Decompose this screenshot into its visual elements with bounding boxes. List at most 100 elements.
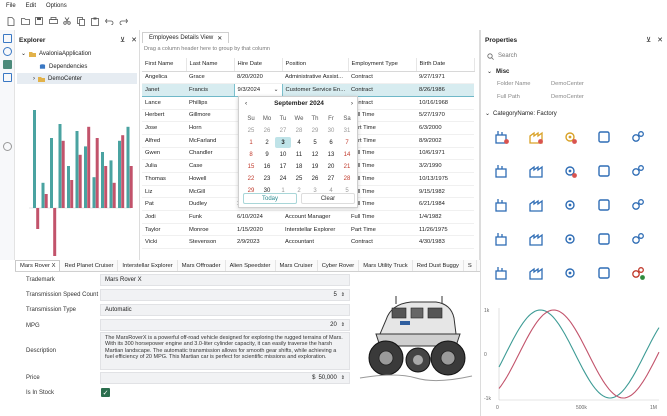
calendar-day[interactable]: 2 bbox=[297, 187, 301, 194]
rover-tab[interactable]: Mars Cruiser bbox=[276, 260, 318, 271]
table-cell[interactable]: 1/15/2020 bbox=[234, 223, 282, 237]
table-cell[interactable]: Jose bbox=[142, 121, 186, 135]
calendar-day[interactable]: 19 bbox=[311, 163, 319, 170]
table-cell[interactable]: Chandler bbox=[186, 147, 234, 161]
table-cell[interactable]: McFarland bbox=[186, 134, 234, 148]
hire-date-editor-value[interactable]: 9/3/2024 bbox=[237, 87, 261, 94]
calendar-day[interactable]: 4 bbox=[297, 139, 301, 146]
table-cell[interactable]: 10/16/1968 bbox=[416, 96, 474, 110]
frame-icon[interactable] bbox=[485, 191, 519, 218]
table-cell[interactable]: Account Manager bbox=[282, 210, 348, 224]
tree-item-democenter[interactable]: › DemoCenter bbox=[17, 73, 137, 84]
calendar-day[interactable]: 22 bbox=[247, 175, 255, 182]
calendar-day[interactable]: 26 bbox=[311, 175, 319, 182]
table-row[interactable]: Angelica Grace 8/20/2020 Administrative Ass… bbox=[142, 71, 474, 85]
table-cell[interactable]: 8/20/2020 bbox=[234, 71, 282, 85]
table-cell[interactable]: Horn bbox=[186, 121, 234, 135]
table-cell[interactable]: 6/21/1984 bbox=[416, 197, 474, 212]
table-cell[interactable]: 5/27/1970 bbox=[416, 109, 474, 123]
frame-eye-icon[interactable] bbox=[519, 191, 553, 218]
calendar-day[interactable]: 3 bbox=[313, 187, 317, 194]
next-month-button[interactable]: › bbox=[350, 100, 353, 107]
calendar-day[interactable]: 30 bbox=[263, 187, 271, 194]
calendar-day[interactable]: 15 bbox=[247, 163, 255, 170]
table-cell[interactable]: 9/15/1982 bbox=[416, 185, 474, 199]
calendar-day[interactable]: 25 bbox=[295, 175, 303, 182]
spin-icon[interactable]: ⇕ bbox=[340, 292, 345, 298]
table-cell[interactable]: 4/30/1983 bbox=[416, 235, 474, 250]
calendar-day[interactable]: 25 bbox=[247, 127, 255, 134]
stadium-icon[interactable] bbox=[553, 225, 587, 252]
table-cell[interactable]: Gillmore bbox=[186, 109, 234, 123]
calendar-day[interactable]: 21 bbox=[343, 163, 351, 170]
table-cell[interactable]: Full Time bbox=[348, 197, 416, 212]
tasks-panel-icon[interactable] bbox=[3, 60, 12, 69]
column-header[interactable]: Hire Date bbox=[234, 58, 283, 72]
table-cell[interactable]: Liz bbox=[142, 185, 186, 199]
rover-tab[interactable]: Mars Rover X bbox=[15, 260, 61, 271]
undo-icon[interactable] bbox=[104, 16, 114, 26]
calendar-day[interactable]: 5 bbox=[313, 139, 317, 146]
pin-icon[interactable]: ⊻ bbox=[646, 37, 652, 44]
table-cell[interactable]: 8/9/2002 bbox=[416, 134, 474, 148]
tree-item-avalonia[interactable]: ⌄ AvaloniaApplication bbox=[21, 48, 91, 59]
calendar-day[interactable]: 16 bbox=[263, 163, 271, 170]
frame-blue-icon[interactable] bbox=[553, 191, 587, 218]
align-icon[interactable] bbox=[519, 225, 553, 252]
calendar-day[interactable]: 28 bbox=[343, 175, 351, 182]
file-panel-icon[interactable] bbox=[3, 34, 12, 43]
column-header[interactable]: Position bbox=[282, 58, 349, 72]
table-cell[interactable]: Monroe bbox=[186, 223, 234, 237]
calendar-day[interactable]: 20 bbox=[327, 163, 335, 170]
calendar-day[interactable]: 9 bbox=[265, 151, 269, 158]
network-icon[interactable] bbox=[485, 157, 519, 184]
column-header[interactable]: Last Name bbox=[186, 58, 235, 72]
close-icon[interactable]: ✕ bbox=[217, 35, 223, 42]
table-cell[interactable]: 1/4/1982 bbox=[416, 210, 474, 224]
factory-gear-icon[interactable] bbox=[553, 157, 587, 184]
category-header[interactable]: ⌄ CategoryName: Factory bbox=[485, 110, 557, 117]
table-cell[interactable]: 8/26/1986 bbox=[416, 83, 474, 97]
table-cell[interactable]: Contract bbox=[348, 71, 416, 85]
spin-icon[interactable]: ⇕ bbox=[340, 322, 345, 328]
copy-icon[interactable] bbox=[76, 16, 86, 26]
table-cell[interactable]: Francis bbox=[186, 83, 234, 97]
table-cell[interactable]: Part Time bbox=[348, 223, 416, 237]
gear-box-icon[interactable] bbox=[621, 225, 655, 252]
table-cell[interactable]: Julia bbox=[142, 159, 186, 173]
level-icon[interactable] bbox=[587, 259, 621, 286]
spin-icon[interactable]: ⇕ bbox=[340, 375, 345, 381]
table-cell[interactable]: Lance bbox=[142, 96, 186, 110]
calendar-day[interactable]: 27 bbox=[327, 175, 335, 182]
calendar-day[interactable]: 29 bbox=[311, 127, 319, 134]
instock-checkbox[interactable]: ✓ bbox=[101, 388, 110, 397]
table-cell[interactable]: Herbert bbox=[142, 109, 186, 123]
table-cell[interactable]: Taylor bbox=[142, 223, 186, 237]
cogs-icon[interactable] bbox=[621, 123, 655, 150]
table-cell[interactable]: Contract bbox=[348, 96, 416, 110]
close-icon[interactable]: ✕ bbox=[131, 37, 137, 44]
calendar-day[interactable]: 5 bbox=[345, 187, 349, 194]
rover-tab[interactable]: Red Planet Cruiser bbox=[60, 260, 119, 271]
column-header[interactable]: First Name bbox=[142, 58, 187, 72]
trademark-field[interactable]: Mars Rover X bbox=[100, 274, 350, 286]
branch-icon[interactable] bbox=[485, 225, 519, 252]
calendar-day[interactable]: 28 bbox=[295, 127, 303, 134]
table-cell[interactable]: Janet bbox=[142, 83, 186, 97]
table-cell[interactable]: 10/6/1971 bbox=[416, 147, 474, 161]
sync-gear-icon[interactable] bbox=[587, 225, 621, 252]
grid-dots-icon[interactable] bbox=[485, 259, 519, 286]
menu-edit[interactable]: Edit bbox=[25, 3, 37, 9]
calendar-day[interactable]: 2 bbox=[265, 139, 269, 146]
table-cell[interactable]: 10/13/1975 bbox=[416, 172, 474, 186]
factory-grid-icon[interactable] bbox=[519, 157, 553, 184]
misc-category[interactable]: ⌄ Misc bbox=[487, 68, 509, 75]
clear-button[interactable]: Clear bbox=[301, 193, 355, 204]
search-panel-icon[interactable] bbox=[3, 47, 12, 56]
table-cell[interactable]: Alfred bbox=[142, 134, 186, 148]
close-icon[interactable]: ✕ bbox=[657, 37, 663, 44]
help-panel-icon[interactable] bbox=[3, 142, 12, 151]
list-panel-icon[interactable] bbox=[3, 73, 12, 82]
column-header[interactable]: Birth Date bbox=[416, 58, 475, 72]
table-cell[interactable]: 11/26/1975 bbox=[416, 223, 474, 237]
